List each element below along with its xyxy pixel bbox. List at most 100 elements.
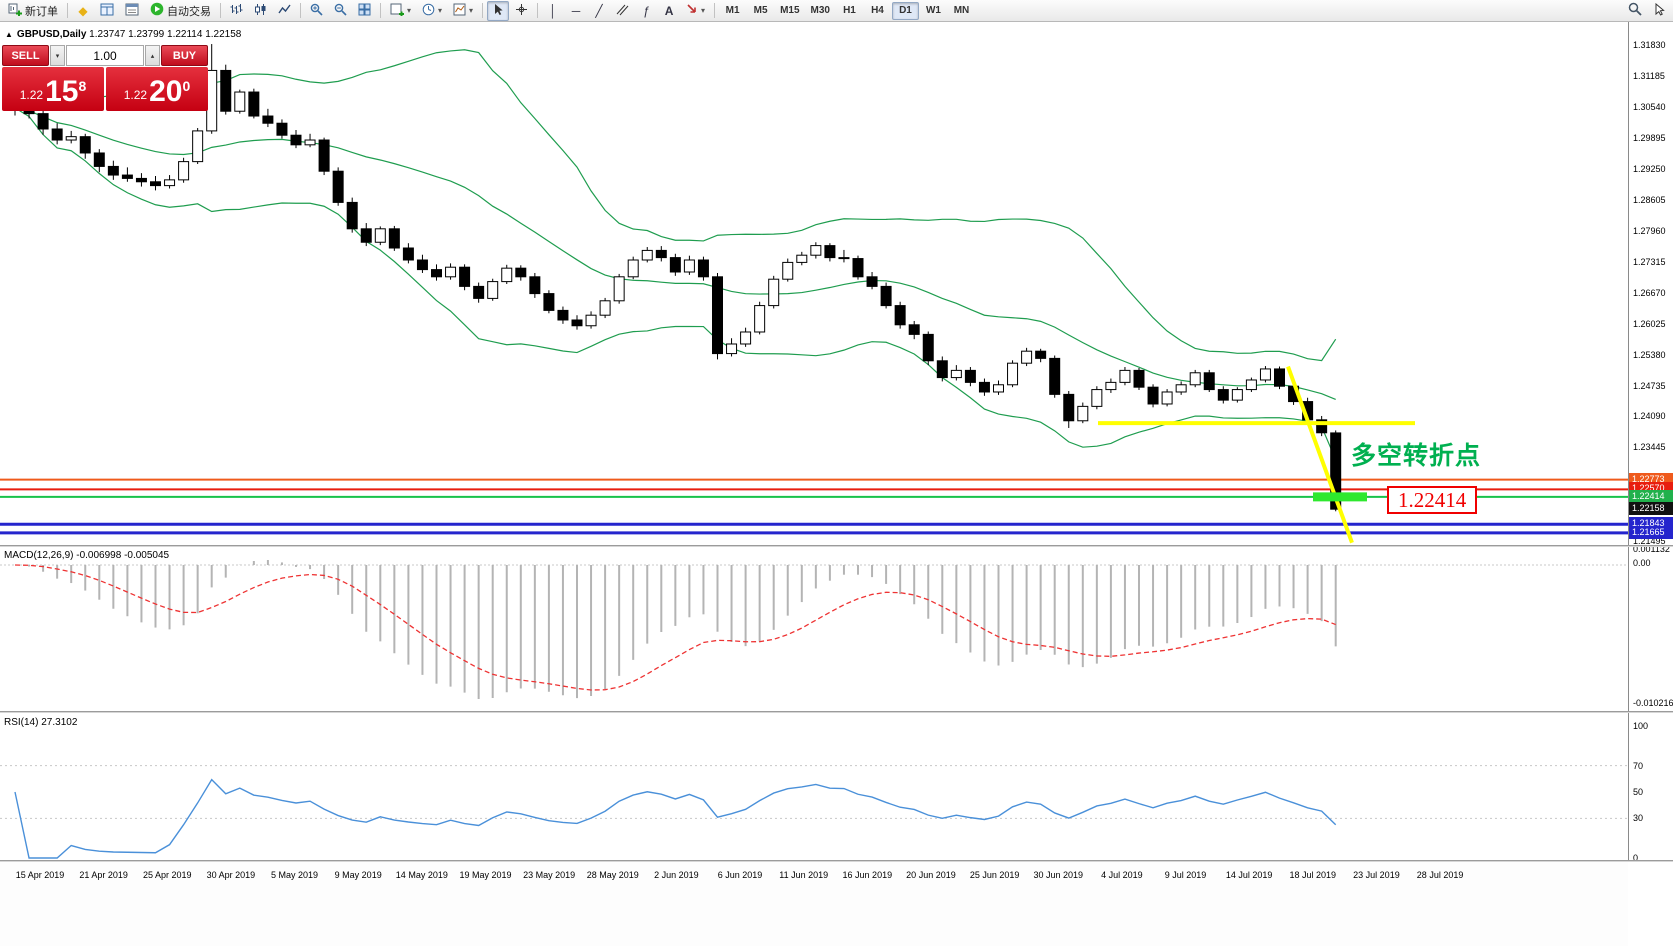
sell-price-tile[interactable]: 1.22 15 8 bbox=[2, 67, 104, 111]
date-label[interactable]: 23 Jul 2019 bbox=[1353, 870, 1400, 880]
auto-trading-icon bbox=[150, 2, 164, 19]
chart-title: ▲ GBPUSD,Daily 1.23747 1.23799 1.22114 1.… bbox=[5, 29, 241, 40]
chevron-down-icon: ▾ bbox=[407, 6, 412, 15]
sell-price-sup: 8 bbox=[78, 78, 87, 94]
new-chart-button[interactable]: ▾ bbox=[385, 1, 416, 21]
rsi-scale-label: 100 bbox=[1633, 721, 1649, 731]
volume-down-button[interactable]: ▾ bbox=[50, 45, 65, 66]
line-chart-button[interactable] bbox=[273, 1, 296, 21]
cursor-tool-button[interactable] bbox=[487, 0, 510, 21]
date-label[interactable]: 9 Jul 2019 bbox=[1164, 870, 1207, 880]
timeframe-m30[interactable]: M30 bbox=[810, 5, 830, 16]
buy-button[interactable]: BUY bbox=[161, 45, 208, 66]
one-click-collapse-icon[interactable]: ▲ bbox=[5, 30, 13, 39]
auto-trading-button[interactable]: 自动交易 bbox=[145, 1, 216, 21]
line-chart-icon bbox=[278, 3, 291, 19]
fibonacci-tool-button[interactable]: ƒ bbox=[635, 1, 657, 21]
price-scale-label: 1.23445 bbox=[1633, 442, 1666, 453]
vertical-line-icon: │ bbox=[549, 3, 557, 18]
timeframe-h1[interactable]: H1 bbox=[843, 5, 856, 16]
volume-input[interactable] bbox=[66, 45, 144, 66]
annotation-price-callout[interactable]: 1.22414 bbox=[1387, 486, 1478, 514]
date-label[interactable]: 19 May 2019 bbox=[459, 870, 512, 880]
timeframe-h4[interactable]: H4 bbox=[871, 5, 884, 16]
arrows-tool-button[interactable]: ▾ bbox=[681, 1, 710, 21]
chevron-down-icon: ▾ bbox=[701, 6, 706, 15]
volume-up-button[interactable]: ▴ bbox=[145, 45, 160, 66]
timeframe-m5[interactable]: M5 bbox=[753, 5, 768, 16]
price-scale-label: 1.27315 bbox=[1633, 256, 1666, 267]
timeframe-mn[interactable]: MN bbox=[953, 5, 970, 16]
horizontal-line-tool-button[interactable]: ─ bbox=[565, 1, 587, 21]
rsi-scale-label: 0 bbox=[1633, 853, 1639, 863]
panel-splitter[interactable] bbox=[0, 711, 1673, 713]
date-label[interactable]: 28 May 2019 bbox=[586, 870, 639, 880]
panel-splitter[interactable] bbox=[0, 545, 1673, 547]
date-label[interactable]: 16 Jun 2019 bbox=[842, 870, 893, 880]
date-label[interactable]: 18 Jul 2019 bbox=[1289, 870, 1337, 880]
sell-button[interactable]: SELL bbox=[2, 45, 49, 66]
timeframe-d1[interactable]: D1 bbox=[891, 1, 919, 20]
templates-button[interactable]: ▾ bbox=[448, 1, 478, 21]
timeframe-m1[interactable]: M1 bbox=[725, 5, 740, 16]
rsi-value: 27.3102 bbox=[41, 717, 78, 728]
channel-tool-button[interactable] bbox=[611, 1, 634, 21]
macd-scale-label: -0.010216 bbox=[1633, 698, 1673, 708]
cursor-icon bbox=[493, 3, 504, 19]
date-label[interactable]: 28 Jul 2019 bbox=[1416, 870, 1464, 880]
date-label[interactable]: 23 May 2019 bbox=[523, 870, 576, 880]
date-label[interactable]: 25 Jun 2019 bbox=[969, 870, 1020, 880]
date-label[interactable]: 14 May 2019 bbox=[395, 870, 448, 880]
date-label[interactable]: 11 Jun 2019 bbox=[779, 870, 829, 880]
rsi-scale-label: 30 bbox=[1633, 813, 1644, 824]
date-label[interactable]: 4 Jul 2019 bbox=[1101, 870, 1143, 880]
date-label[interactable]: 30 Apr 2019 bbox=[206, 870, 256, 880]
new-order-button[interactable]: 新订单 bbox=[3, 1, 63, 21]
price-scale-label: 1.30540 bbox=[1633, 101, 1666, 112]
terminal-button[interactable] bbox=[120, 1, 144, 21]
new-order-label: 新订单 bbox=[25, 5, 58, 18]
vertical-line-tool-button[interactable]: │ bbox=[542, 1, 564, 21]
crosshair-tool-button[interactable] bbox=[510, 1, 533, 21]
date-label[interactable]: 2 Jun 2019 bbox=[654, 870, 699, 880]
price-scale-label: 1.27960 bbox=[1633, 225, 1666, 236]
price-scale-label: 1.31185 bbox=[1633, 70, 1665, 81]
candlestick-chart-button[interactable] bbox=[249, 1, 272, 21]
trendline-tool-button[interactable]: ╱ bbox=[588, 1, 610, 21]
bar-chart-button[interactable] bbox=[225, 1, 248, 21]
date-label[interactable]: 25 Apr 2019 bbox=[142, 870, 192, 880]
zoom-out-button[interactable] bbox=[329, 1, 352, 21]
annotation-turning-point-text[interactable]: 多空转折点 bbox=[1351, 442, 1482, 470]
toolbar-separator bbox=[220, 3, 221, 18]
buy-price-tile[interactable]: 1.22 20 0 bbox=[106, 67, 208, 111]
metaeditor-icon: ◆ bbox=[78, 3, 88, 18]
market-watch-icon bbox=[100, 3, 114, 19]
timeframe-m15[interactable]: M15 bbox=[780, 5, 800, 16]
text-tool-button[interactable]: A bbox=[658, 1, 680, 21]
zoom-in-button[interactable] bbox=[305, 1, 328, 21]
date-label[interactable]: 15 Apr 2019 bbox=[15, 870, 65, 880]
date-label[interactable]: 5 May 2019 bbox=[271, 870, 319, 880]
date-label[interactable]: 9 May 2019 bbox=[334, 870, 382, 880]
buy-price-small: 1.22 bbox=[123, 88, 148, 102]
search-button[interactable] bbox=[1623, 1, 1647, 21]
market-watch-button[interactable] bbox=[95, 1, 119, 21]
pointer-button[interactable] bbox=[1648, 1, 1670, 21]
macd-label: MACD(12,26,9) -0.006998 -0.005045 bbox=[4, 550, 169, 561]
one-click-trading-panel: SELL ▾ ▴ BUY 1.22 15 8 1.22 20 0 bbox=[2, 45, 208, 111]
timeframe-group: M1 M5 M15 M30 H1 H4 D1 W1 MN bbox=[719, 1, 975, 20]
date-label[interactable]: 6 Jun 2019 bbox=[717, 870, 763, 880]
periods-button[interactable]: ▾ bbox=[417, 1, 447, 21]
tile-windows-button[interactable] bbox=[353, 1, 376, 21]
price-scale-label: 1.21495 bbox=[1633, 535, 1666, 546]
rsi-scale-label: 70 bbox=[1633, 760, 1644, 771]
date-label[interactable]: 30 Jun 2019 bbox=[1033, 870, 1084, 880]
metaeditor-button[interactable]: ◆ bbox=[72, 1, 94, 21]
toolbar-separator bbox=[482, 3, 484, 18]
template-icon bbox=[453, 3, 466, 19]
date-label[interactable]: 21 Apr 2019 bbox=[79, 870, 128, 880]
date-label[interactable]: 20 Jun 2019 bbox=[906, 870, 956, 880]
timeframe-w1[interactable]: W1 bbox=[925, 5, 941, 16]
date-label[interactable]: 14 Jul 2019 bbox=[1225, 870, 1273, 880]
price-scale-label: 1.24090 bbox=[1633, 411, 1666, 422]
